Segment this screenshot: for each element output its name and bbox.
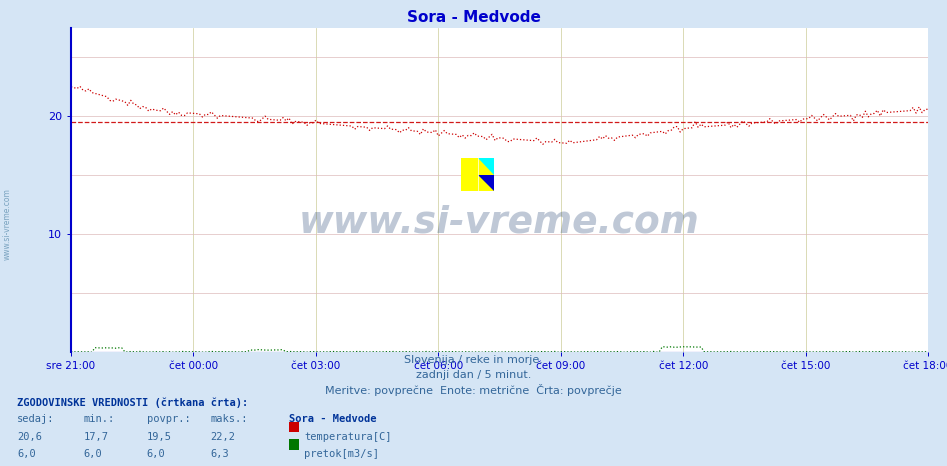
Text: Slovenija / reke in morje.: Slovenija / reke in morje. [404, 355, 543, 365]
Text: 17,7: 17,7 [83, 432, 108, 441]
Text: Sora - Medvode: Sora - Medvode [406, 10, 541, 25]
Text: Sora - Medvode: Sora - Medvode [289, 414, 376, 424]
Text: sedaj:: sedaj: [17, 414, 55, 424]
Text: min.:: min.: [83, 414, 115, 424]
Text: zadnji dan / 5 minut.: zadnji dan / 5 minut. [416, 370, 531, 379]
Text: ZGODOVINSKE VREDNOSTI (črtkana črta):: ZGODOVINSKE VREDNOSTI (črtkana črta): [17, 397, 248, 408]
Text: Meritve: povprečne  Enote: metrične  Črta: povprečje: Meritve: povprečne Enote: metrične Črta:… [325, 384, 622, 396]
Text: 19,5: 19,5 [147, 432, 171, 441]
Text: www.si-vreme.com: www.si-vreme.com [299, 204, 700, 240]
Text: 6,0: 6,0 [147, 449, 166, 459]
Text: 6,0: 6,0 [83, 449, 102, 459]
Text: temperatura[C]: temperatura[C] [304, 432, 391, 441]
Polygon shape [478, 175, 494, 192]
Text: maks.:: maks.: [210, 414, 248, 424]
Polygon shape [478, 158, 494, 175]
Text: 20,6: 20,6 [17, 432, 42, 441]
Text: 22,2: 22,2 [210, 432, 235, 441]
Text: 6,0: 6,0 [17, 449, 36, 459]
Text: 6,3: 6,3 [210, 449, 229, 459]
Text: www.si-vreme.com: www.si-vreme.com [3, 188, 12, 260]
Text: pretok[m3/s]: pretok[m3/s] [304, 449, 379, 459]
Text: povpr.:: povpr.: [147, 414, 190, 424]
